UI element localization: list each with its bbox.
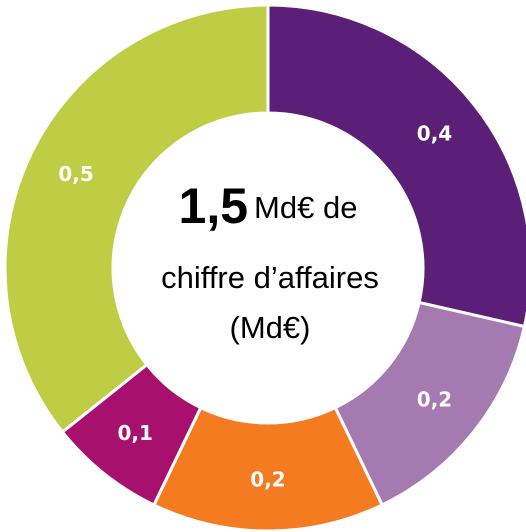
value-label: 0,4: [417, 122, 452, 146]
value-label: 0,2: [417, 387, 452, 411]
center-line-2: chiffre d’affaires: [161, 260, 379, 295]
segments: [3, 3, 526, 532]
center-line-1: 1,5 Md€ de: [179, 178, 358, 234]
segment: [266, 3, 526, 329]
center-unit: Md€ de: [254, 190, 357, 225]
center-line-3: (Md€): [230, 310, 311, 345]
center-value: 1,5: [179, 178, 249, 234]
value-label: 0,2: [250, 468, 285, 492]
value-label: 0,5: [58, 162, 93, 186]
value-label: 0,1: [117, 421, 152, 445]
segment: [3, 3, 270, 435]
